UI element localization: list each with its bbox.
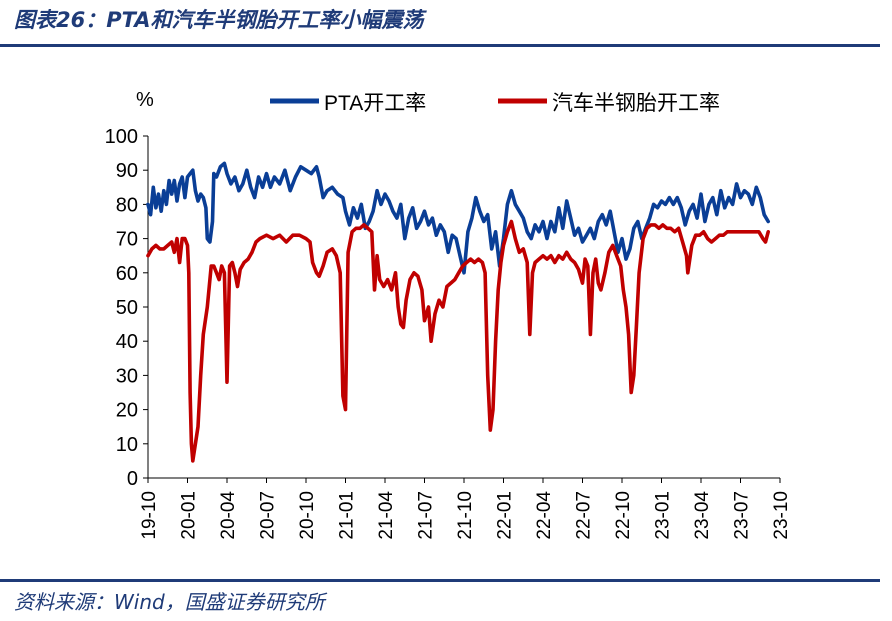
y-tick-label: 70 [116, 229, 138, 251]
x-tick-label: 21-07 [416, 491, 437, 540]
x-tick-label: 21-01 [337, 491, 358, 540]
source-note: 资料来源：Wind，国盛证券研究所 [14, 590, 325, 614]
x-tick-label: 23-07 [732, 491, 753, 540]
x-tick-label: 22-07 [574, 491, 595, 540]
y-tick-label: 60 [116, 263, 138, 285]
y-tick-label: 0 [127, 468, 138, 490]
x-tick-label: 22-04 [534, 491, 555, 540]
y-tick-label: 10 [116, 434, 138, 456]
y-axis-unit-label: % [136, 89, 154, 111]
y-tick-label: 90 [116, 160, 138, 182]
x-tick-label: 21-04 [376, 491, 397, 540]
x-tick-label: 20-10 [297, 491, 318, 540]
x-tick-label: 19-10 [139, 491, 160, 540]
x-tick-label: 21-10 [455, 491, 476, 540]
x-tick-label: 23-10 [771, 491, 792, 540]
x-tick-label: 22-10 [613, 491, 634, 540]
x-tick-label: 20-04 [218, 491, 239, 540]
y-tick-label: 40 [116, 331, 138, 353]
x-tick-label: 20-01 [179, 491, 200, 540]
x-axis: 19-10 20-01 20-04 20-07 20-10 21-01 21-04 21-07… [139, 477, 792, 540]
x-tick-label: 23-04 [692, 491, 713, 540]
y-axis: 0 10 20 30 40 50 60 70 80 90 100 [105, 126, 149, 490]
legend-label-pta: PTA开工率 [324, 92, 426, 115]
y-tick-label: 30 [116, 365, 138, 387]
title-rule [0, 44, 880, 47]
series-pta-line [146, 161, 770, 275]
y-tick-label: 50 [116, 297, 138, 319]
y-tick-label: 20 [116, 400, 138, 422]
legend: PTA开工率 汽车半钢胎开工率 [270, 92, 720, 115]
series-tire-line [146, 219, 770, 463]
figure-title: 图表26：PTA和汽车半钢胎开工率小幅震荡 [14, 8, 424, 32]
x-tick-label: 23-01 [653, 491, 674, 540]
series-group [146, 161, 770, 463]
y-tick-label: 100 [105, 126, 138, 148]
source-rule [0, 579, 880, 582]
x-tick-label: 22-01 [495, 491, 516, 540]
legend-label-tire: 汽车半钢胎开工率 [552, 92, 720, 115]
y-tick-label: 80 [116, 194, 138, 216]
x-tick-label: 20-07 [258, 491, 279, 540]
